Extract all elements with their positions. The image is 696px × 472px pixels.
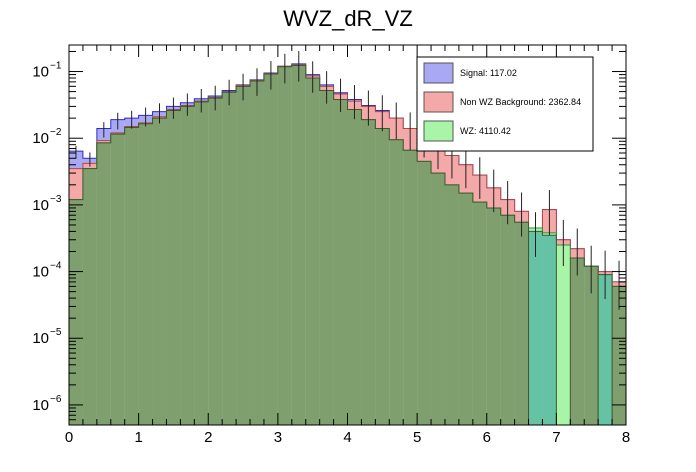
bar <box>570 257 585 425</box>
bar <box>208 98 223 425</box>
x-tick-label: 8 <box>622 429 630 446</box>
bar <box>403 150 418 425</box>
bar <box>528 231 543 425</box>
x-tick-label: 2 <box>204 429 212 446</box>
x-axis: 0 1 2 3 4 5 6 7 8 <box>65 45 630 446</box>
bar <box>612 286 626 425</box>
bar <box>556 245 571 425</box>
bar <box>180 106 195 425</box>
legend-label: Signal: 117.02 <box>460 68 517 78</box>
y-tick-exponent: −3 <box>50 194 62 205</box>
y-tick-exponent: −1 <box>50 61 62 72</box>
bar <box>263 73 278 426</box>
legend-swatch <box>423 91 454 113</box>
x-tick-label: 0 <box>65 429 73 446</box>
y-tick-exponent: −2 <box>50 127 62 138</box>
bar <box>166 110 181 425</box>
bar <box>375 128 390 425</box>
bar <box>347 109 362 425</box>
x-tick-label: 1 <box>134 429 142 446</box>
bar <box>110 134 125 425</box>
bar <box>277 66 292 426</box>
legend-swatch <box>423 62 454 84</box>
bar <box>96 142 111 425</box>
y-axis: 10−610−510−410−310−210−1 <box>32 50 626 426</box>
bar <box>69 199 83 425</box>
bar <box>152 118 167 425</box>
y-tick-exponent: −4 <box>50 261 62 272</box>
chart-title: WVZ_dR_VZ <box>283 6 413 31</box>
bar <box>431 173 445 425</box>
x-tick-label: 6 <box>483 429 491 446</box>
bar <box>291 65 306 425</box>
bar <box>598 274 613 425</box>
bar <box>514 222 529 425</box>
y-tick-exponent: −5 <box>50 327 62 338</box>
legend: Signal: 117.02 Non WZ Background: 2362.84… <box>416 56 594 152</box>
x-tick-label: 4 <box>343 429 351 446</box>
bar <box>458 193 473 425</box>
bar <box>500 215 515 425</box>
legend-swatch <box>423 120 454 142</box>
bar <box>319 90 334 426</box>
y-tick-exponent: −6 <box>50 394 62 405</box>
y-tick-label: 10 <box>32 197 49 214</box>
y-tick-label: 10 <box>32 130 49 147</box>
bar <box>82 168 97 425</box>
bar <box>222 92 237 425</box>
legend-label: WZ: 4110.42 <box>460 126 511 136</box>
x-tick-label: 5 <box>413 429 421 446</box>
bar <box>417 161 432 425</box>
bar <box>236 86 251 425</box>
bar <box>472 202 487 425</box>
y-tick-label: 10 <box>32 330 49 347</box>
y-tick-label: 10 <box>32 264 49 281</box>
bar <box>333 99 348 425</box>
y-tick-label: 10 <box>32 397 49 414</box>
legend-label: Non WZ Background: 2362.84 <box>460 97 581 107</box>
bar <box>361 119 376 425</box>
x-tick-label: 3 <box>274 429 282 446</box>
bar <box>250 81 264 426</box>
x-tick-label: 7 <box>552 429 560 446</box>
bar <box>486 207 501 425</box>
bar <box>542 235 557 425</box>
bar <box>194 101 209 425</box>
bar <box>584 266 599 425</box>
bar <box>389 139 404 425</box>
bar <box>305 77 320 425</box>
bar <box>124 127 139 425</box>
bar <box>444 184 459 425</box>
histogram-bars <box>69 63 626 426</box>
series-3 <box>69 65 626 426</box>
bar <box>138 123 153 425</box>
y-tick-label: 10 <box>32 64 49 81</box>
